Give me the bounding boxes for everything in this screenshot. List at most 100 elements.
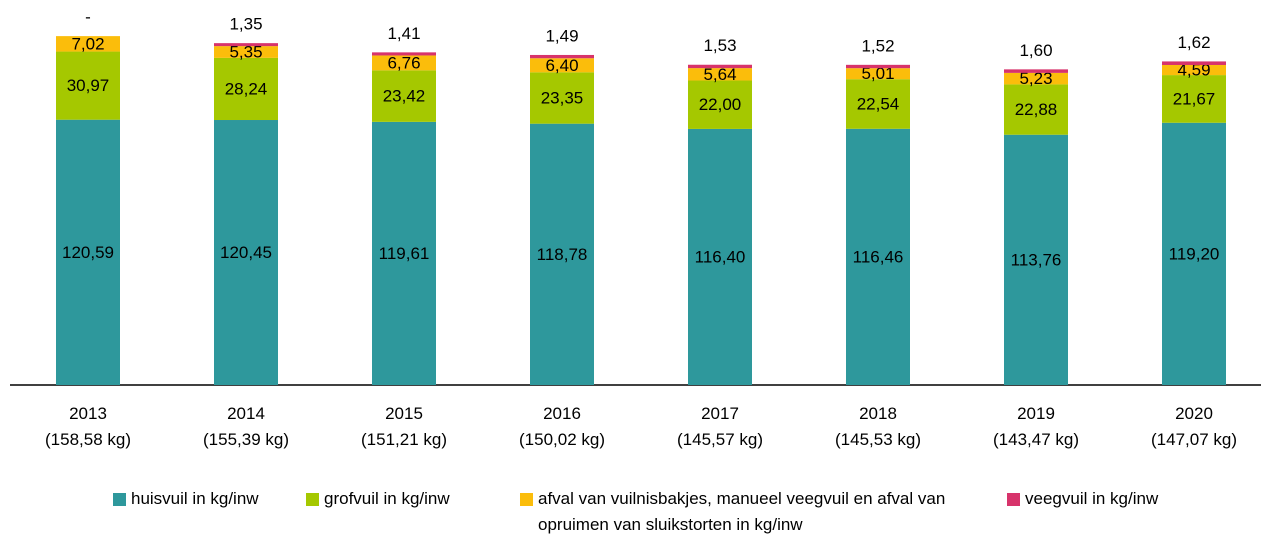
x-tick-line: (150,02 kg) xyxy=(519,430,605,449)
value-label: 1,60 xyxy=(1019,41,1052,60)
x-tick-label: 2016 (150,02 kg) xyxy=(519,404,605,449)
bar-segment xyxy=(530,54,594,59)
bar-segment xyxy=(1004,134,1068,385)
value-label: 22,54 xyxy=(857,94,900,113)
x-tick-line: (158,58 kg) xyxy=(45,430,131,449)
bar-segment xyxy=(1004,69,1068,73)
bar-segment xyxy=(688,128,752,386)
bar-segment xyxy=(56,36,120,52)
legend-swatch xyxy=(113,493,126,506)
x-tick-label: 2018 (145,53 kg) xyxy=(835,404,921,449)
legend-label: veegvuil in kg/inw xyxy=(1025,489,1159,508)
value-label: 23,42 xyxy=(383,87,426,106)
bar-segment xyxy=(214,120,278,385)
x-tick-line: 2019 xyxy=(1017,404,1055,423)
value-label: 1,49 xyxy=(545,26,578,45)
value-label: 1,41 xyxy=(387,24,420,43)
bar-segment xyxy=(214,46,278,58)
value-label: 1,52 xyxy=(861,36,894,55)
value-label: - xyxy=(85,8,91,27)
value-label: 120,59 xyxy=(62,243,114,262)
bar-segment xyxy=(846,68,910,80)
value-label: 5,35 xyxy=(229,42,262,61)
value-label: 30,97 xyxy=(67,76,110,95)
value-label: 118,78 xyxy=(537,245,588,264)
value-label: 22,00 xyxy=(699,95,742,114)
legend-label: huisvuil in kg/inw xyxy=(131,489,259,508)
x-tick-line: (145,53 kg) xyxy=(835,430,921,449)
x-tick-label: 2013 (158,58 kg) xyxy=(45,404,131,449)
legend-swatch xyxy=(520,493,533,506)
x-tick-line: 2015 xyxy=(385,404,423,423)
bar-segment xyxy=(530,58,594,73)
legend-label: grofvuil in kg/inw xyxy=(324,489,450,508)
value-label: 23,35 xyxy=(541,88,584,107)
value-label: 28,24 xyxy=(225,79,268,98)
value-label: 1,53 xyxy=(703,36,736,55)
x-tick-label: 2020 (147,07 kg) xyxy=(1151,404,1237,449)
x-tick-line: (143,47 kg) xyxy=(993,430,1079,449)
x-tick-label: 2019 (143,47 kg) xyxy=(993,404,1079,449)
bar-segment xyxy=(688,68,752,81)
bar-segment xyxy=(688,80,752,129)
x-tick-line: (155,39 kg) xyxy=(203,430,289,449)
bar-segment xyxy=(1162,64,1226,76)
x-tick-label: 2015 (151,21 kg) xyxy=(361,404,447,449)
value-label: 5,64 xyxy=(703,65,736,84)
value-label: 5,01 xyxy=(861,64,894,83)
bar-segment xyxy=(372,55,436,71)
x-tick-line: (147,07 kg) xyxy=(1151,430,1237,449)
legend-item: afval van vuilnisbakjes, manueel veegvui… xyxy=(520,486,980,538)
value-label: 1,35 xyxy=(229,15,262,34)
x-tick-label: 2014 (155,39 kg) xyxy=(203,404,289,449)
bar-segment xyxy=(214,43,278,47)
x-tick-line: 2016 xyxy=(543,404,581,423)
legend-label: afval van vuilnisbakjes, manueel veegvui… xyxy=(538,489,946,534)
value-label: 116,40 xyxy=(695,247,746,266)
legend-swatch xyxy=(306,493,319,506)
bar-segment xyxy=(1162,122,1226,385)
bar-segment xyxy=(214,57,278,121)
value-label: 7,02 xyxy=(71,34,104,53)
bar-segment xyxy=(846,128,910,385)
x-tick-line: 2020 xyxy=(1175,404,1213,423)
x-tick-line: (151,21 kg) xyxy=(361,430,447,449)
bar-segment xyxy=(530,123,594,386)
value-label: 21,67 xyxy=(1173,89,1216,108)
bar-segment xyxy=(1004,72,1068,85)
value-label: 6,76 xyxy=(387,53,420,72)
bar-segment xyxy=(846,64,910,69)
value-label: 113,76 xyxy=(1011,250,1062,269)
legend-item: grofvuil in kg/inw xyxy=(306,486,506,512)
value-label: 1,62 xyxy=(1177,33,1210,52)
value-label: 119,20 xyxy=(1169,244,1220,263)
value-label: 4,59 xyxy=(1177,61,1210,80)
bar-segment xyxy=(530,72,594,124)
legend: huisvuil in kg/inw grofvuil in kg/inw afva… xyxy=(0,486,1261,540)
bar-segment xyxy=(846,79,910,129)
bar-segment xyxy=(372,121,436,385)
bar-segment xyxy=(372,70,436,122)
bar-segment xyxy=(1004,84,1068,135)
bar-segment xyxy=(688,64,752,69)
chart: 2013 (158,58 kg) 120,59 30,97 7,02 - 2014 (155,… xyxy=(10,8,1261,449)
bar-segment xyxy=(56,119,120,386)
value-label: 120,45 xyxy=(220,243,272,262)
bar-segment xyxy=(1162,61,1226,65)
x-tick-line: 2014 xyxy=(227,404,265,423)
x-tick-line: 2013 xyxy=(69,404,107,423)
value-label: 5,23 xyxy=(1019,69,1052,88)
bar-segment xyxy=(56,51,120,120)
x-tick-line: 2018 xyxy=(859,404,897,423)
legend-item: veegvuil in kg/inw xyxy=(1007,486,1247,512)
value-label: 22,88 xyxy=(1015,100,1058,119)
bar-segment xyxy=(372,52,436,56)
value-label: 116,46 xyxy=(853,247,904,266)
legend-item: huisvuil in kg/inw xyxy=(113,486,293,512)
x-tick-label: 2017 (145,57 kg) xyxy=(677,404,763,449)
bar-segment xyxy=(1162,75,1226,123)
x-tick-line: (145,57 kg) xyxy=(677,430,763,449)
legend-swatch xyxy=(1007,493,1020,506)
value-label: 119,61 xyxy=(379,244,430,263)
